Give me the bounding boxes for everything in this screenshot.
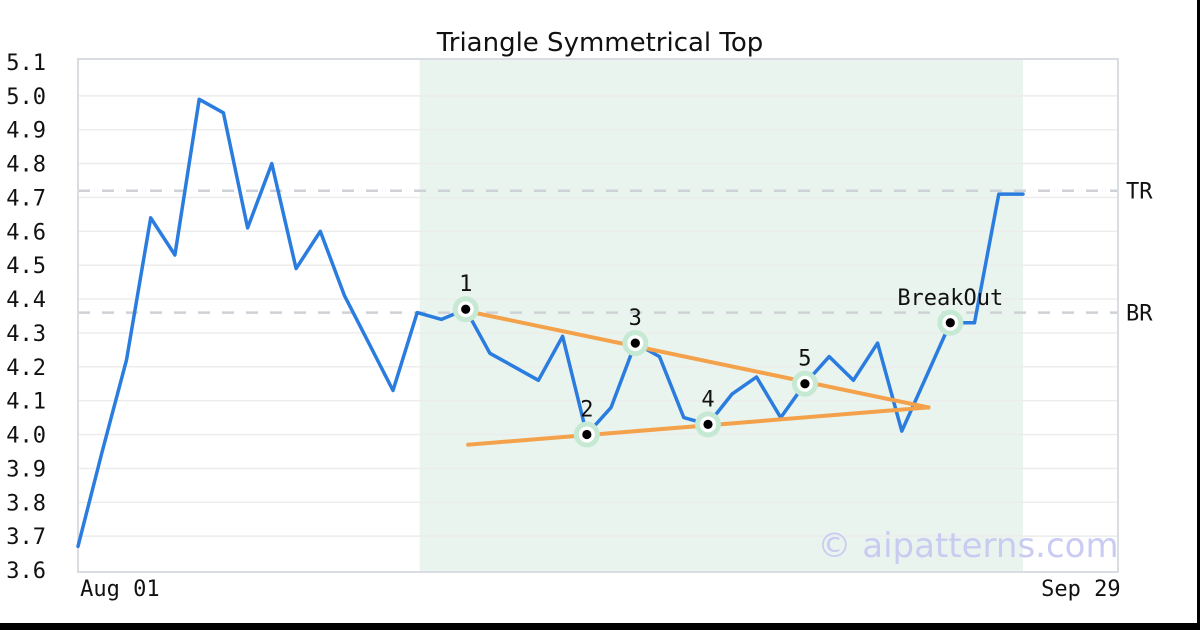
y-tick-label: 4.7 (6, 186, 46, 211)
frame-bottom-bar (0, 623, 1200, 630)
y-tick-label: 5.0 (6, 85, 46, 110)
pattern-zone (419, 60, 1024, 571)
y-tick-label: 3.7 (6, 525, 46, 550)
pivot-dot (703, 419, 713, 429)
x-tick-label: Sep 29 (1041, 577, 1120, 602)
gridline-layer (78, 95, 1118, 537)
pivot-marker-layer: 1 2 3 4 5 BreakOut (452, 272, 1003, 448)
level-label-tr: TR (1126, 180, 1153, 205)
y-tick-label: 5.1 (6, 51, 46, 76)
y-tick-label: 4.6 (6, 220, 46, 245)
y-tick-label: 4.2 (6, 356, 46, 381)
y-tick-label: 4.1 (6, 390, 46, 415)
y-tick-label: 4.8 (6, 153, 46, 178)
y-tick-label: 4.9 (6, 119, 46, 144)
pivot-label-5: 5 (798, 347, 811, 372)
y-tick-label: 3.8 (6, 491, 46, 516)
pivot-label-4: 4 (701, 387, 714, 412)
pivot-dot (582, 429, 592, 440)
pattern-zone-layer (419, 60, 1024, 571)
pivot-label-2: 2 (580, 398, 593, 423)
x-tick-label: Aug 01 (80, 577, 159, 602)
pivot-dot (630, 338, 640, 348)
price-line (76, 97, 1025, 549)
price-line-layer (76, 97, 1025, 549)
watermark: © aipatterns.com (817, 526, 1118, 566)
chart-title: Triangle Symmetrical Top (436, 28, 764, 58)
y-tick-label: 4.4 (6, 288, 46, 313)
y-tick-label: 3.6 (6, 559, 46, 584)
y-tick-label: 4.3 (6, 322, 46, 347)
pivot-label-3: 3 (629, 306, 642, 331)
level-label-br: BR (1126, 302, 1153, 327)
pivot-dot (461, 304, 471, 314)
pivot-label-breakout: BreakOut (897, 286, 1003, 311)
frame-right-bar (1197, 0, 1200, 630)
y-tick-label: 3.9 (6, 457, 46, 482)
pivot-dot (800, 379, 810, 389)
plot-border (77, 58, 1119, 573)
y-tick-label: 4.0 (6, 424, 46, 449)
trendline-resistance (463, 308, 931, 410)
pivot-label-1: 1 (459, 272, 472, 297)
axis-tick-layer: TR BR 5.1 5.0 4.9 4.8 4.7 4.6 4.5 4.4 4.3 4.2 4.1 4.0… (6, 51, 1153, 602)
pivot-dot (945, 318, 955, 328)
y-tick-label: 4.5 (6, 254, 46, 279)
